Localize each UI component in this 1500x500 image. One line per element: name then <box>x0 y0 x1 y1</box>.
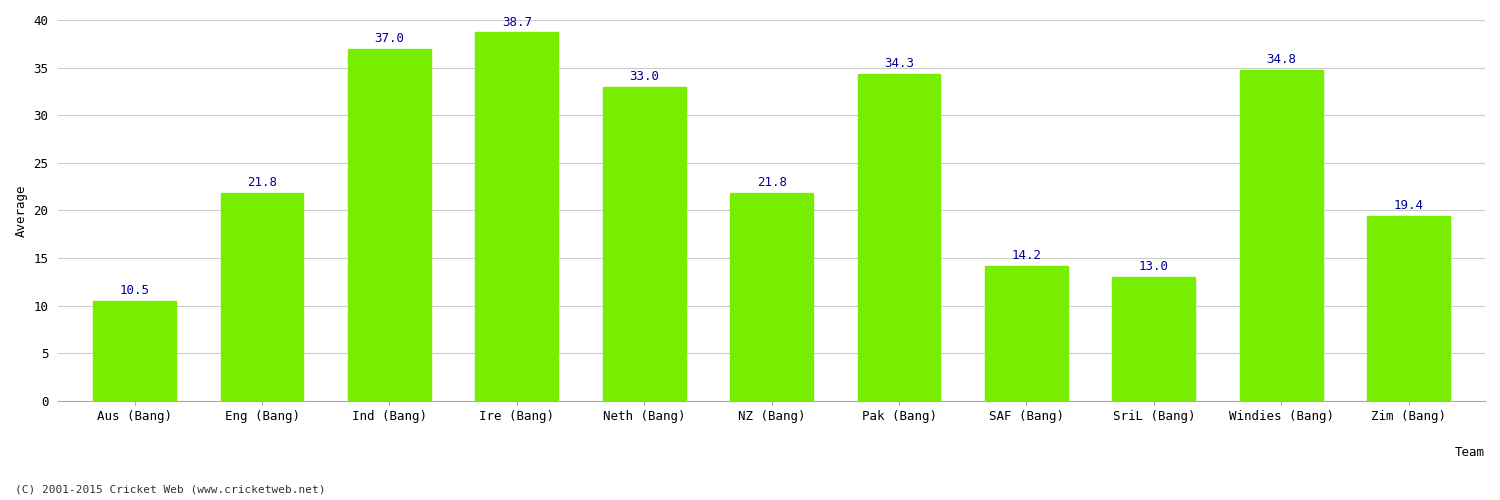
Text: 19.4: 19.4 <box>1394 200 1423 212</box>
Text: Team: Team <box>1455 446 1485 460</box>
Bar <box>476 32 558 401</box>
Bar <box>1366 216 1450 401</box>
Text: 21.8: 21.8 <box>248 176 278 190</box>
Text: 14.2: 14.2 <box>1011 249 1041 262</box>
Bar <box>603 86 686 401</box>
Text: 33.0: 33.0 <box>630 70 660 83</box>
Bar <box>220 194 303 401</box>
Text: 13.0: 13.0 <box>1138 260 1168 273</box>
Text: 34.3: 34.3 <box>884 58 914 70</box>
Bar <box>1113 277 1196 401</box>
Text: 38.7: 38.7 <box>503 16 532 28</box>
Text: (C) 2001-2015 Cricket Web (www.cricketweb.net): (C) 2001-2015 Cricket Web (www.cricketwe… <box>15 485 326 495</box>
Bar <box>986 266 1068 401</box>
Bar <box>348 48 430 401</box>
Bar <box>730 194 813 401</box>
Y-axis label: Average: Average <box>15 184 28 236</box>
Bar <box>1240 70 1323 401</box>
Bar <box>93 301 176 401</box>
Text: 21.8: 21.8 <box>756 176 786 190</box>
Text: 37.0: 37.0 <box>375 32 405 45</box>
Text: 34.8: 34.8 <box>1266 52 1296 66</box>
Bar <box>858 74 940 401</box>
Text: 10.5: 10.5 <box>120 284 150 297</box>
